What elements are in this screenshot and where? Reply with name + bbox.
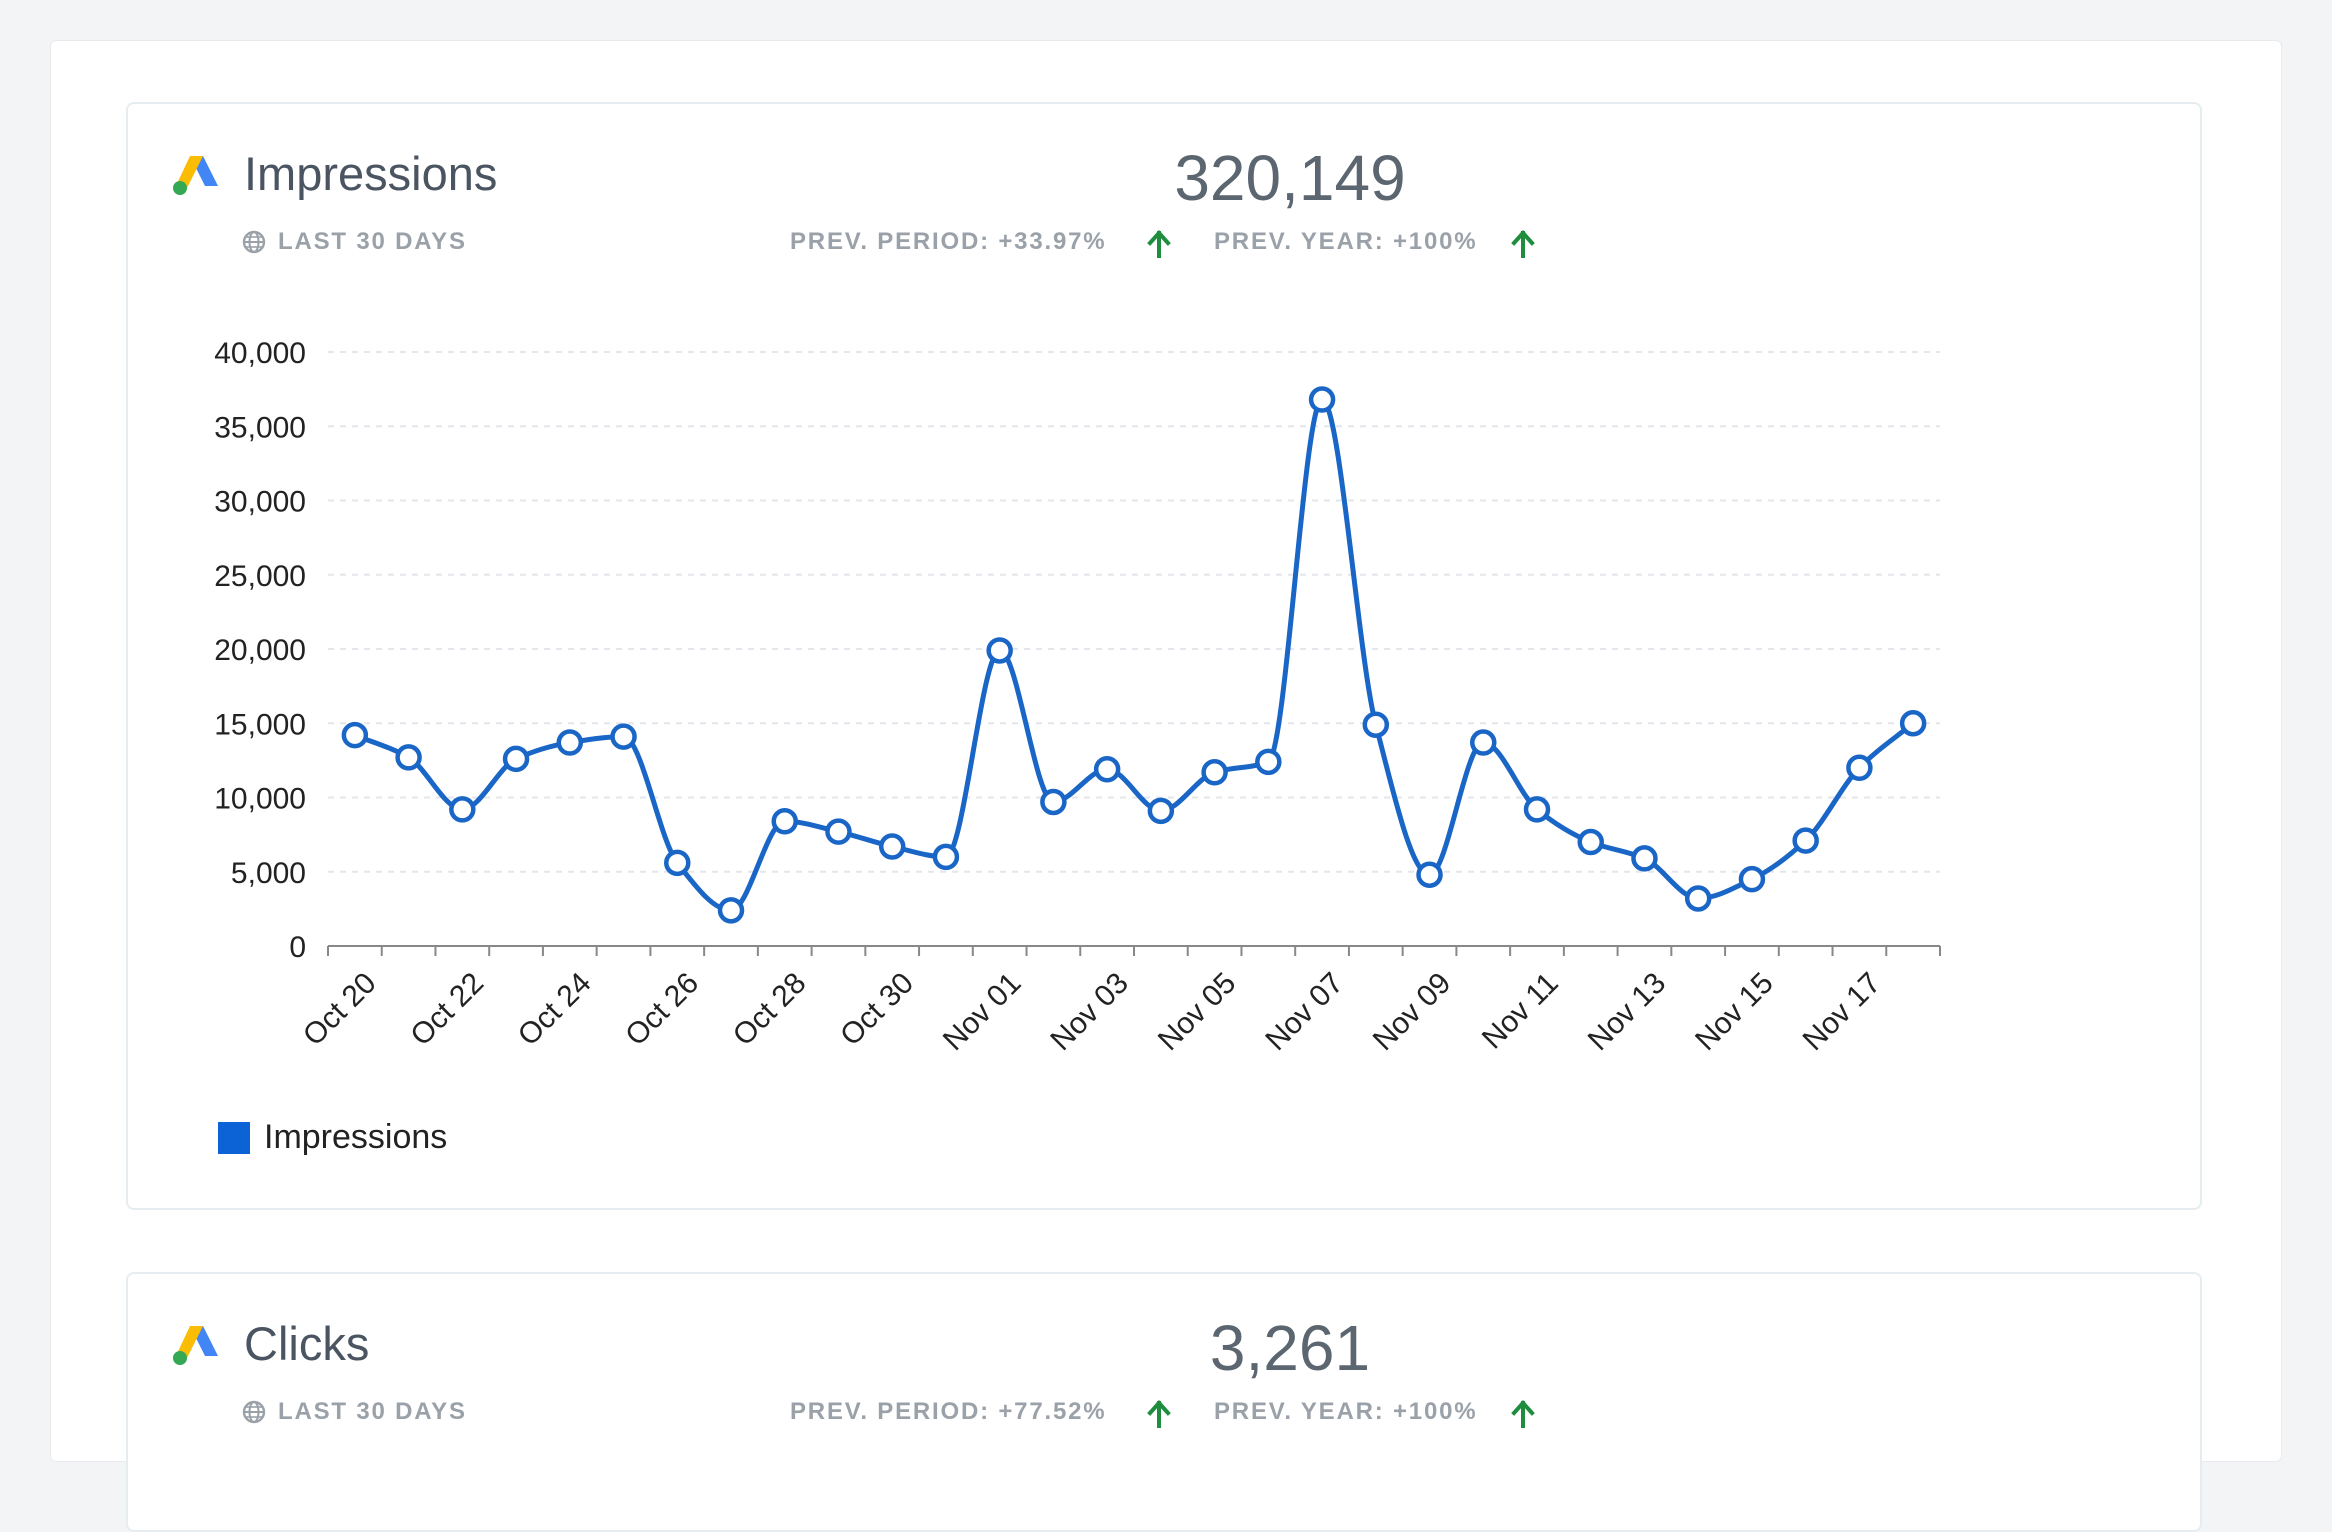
x-tick-label: Oct 28: [727, 966, 813, 1052]
data-point: [449, 796, 476, 823]
period-text: LAST 30 DAYS: [278, 228, 467, 255]
google-ads-logo-icon: [173, 156, 218, 195]
globe-icon: [242, 230, 266, 254]
card-title: Clicks: [244, 1317, 370, 1370]
data-point: [986, 637, 1013, 664]
impressions-line-chart: 0 5,000 10,000 15,000 20,000 25,000 30,000 35,0…: [214, 337, 1941, 1057]
x-tick-label: Nov 07: [1259, 966, 1350, 1057]
data-point: [1040, 788, 1067, 816]
x-tick-label: Nov 03: [1044, 966, 1135, 1057]
total-clicks: 3,261: [1209, 1312, 1371, 1384]
arrow-up-icon: [1147, 1400, 1171, 1428]
data-point: [771, 808, 798, 835]
x-tick-label: Nov 11: [1476, 966, 1565, 1055]
x-tick-label: Nov 15: [1689, 966, 1780, 1057]
arrow-up-icon: [1511, 1400, 1535, 1428]
x-tick-label: Nov 05: [1152, 966, 1243, 1057]
period-text: LAST 30 DAYS: [278, 1398, 467, 1425]
data-point: [1201, 759, 1228, 786]
data-point: [1738, 865, 1766, 893]
data-point: [610, 723, 637, 750]
y-tick-label: 15,000: [214, 708, 306, 741]
x-tick-label: Oct 22: [404, 966, 490, 1052]
prev-period-change: PREV. PERIOD: +33.97%: [790, 228, 1107, 255]
y-tick-label: 35,000: [214, 411, 306, 444]
data-point: [664, 849, 691, 877]
x-tick-label: Oct 30: [834, 966, 920, 1052]
data-point: [502, 745, 530, 773]
y-tick-label: 40,000: [214, 337, 306, 370]
x-tick-label: Nov 17: [1797, 966, 1888, 1057]
data-point: [1631, 845, 1658, 872]
data-point: [1093, 756, 1121, 783]
globe-icon: [242, 1400, 266, 1424]
y-tick-label: 10,000: [214, 783, 306, 816]
data-point: [1147, 797, 1175, 825]
x-tick-label: Nov 13: [1582, 966, 1673, 1057]
data-point: [878, 833, 906, 860]
clicks-card: Clicks LAST 30 DAYS 3,261 PREV. PERIOD: …: [126, 1272, 2202, 1532]
data-point: [1899, 710, 1927, 737]
x-tick-label: Nov 01: [937, 966, 1028, 1057]
data-point: [1846, 754, 1873, 782]
data-point: [932, 843, 960, 871]
series-line-impressions: [353, 397, 1915, 913]
chart-legend[interactable]: Impressions: [218, 1118, 447, 1157]
data-point: [717, 897, 745, 924]
data-point: [395, 744, 422, 771]
y-tick-label: 30,000: [214, 486, 306, 519]
data-point: [1416, 861, 1443, 888]
data-point: [1255, 748, 1282, 776]
data-point: [1684, 885, 1712, 912]
arrow-up-icon: [1511, 230, 1535, 258]
y-tick-label: 20,000: [214, 634, 306, 667]
legend-swatch: [218, 1121, 250, 1154]
data-point: [825, 818, 852, 845]
data-point: [556, 729, 584, 756]
data-point: [1308, 386, 1336, 413]
data-point: [1523, 796, 1551, 823]
data-point: [1792, 827, 1819, 854]
card-title: Impressions: [244, 147, 498, 200]
data-point: [1577, 828, 1604, 856]
arrow-up-icon: [1147, 230, 1171, 258]
prev-period-change: PREV. PERIOD: +77.52%: [790, 1398, 1107, 1425]
data-point: [1470, 729, 1497, 756]
prev-year-change: PREV. YEAR: +100%: [1214, 1398, 1478, 1425]
total-impressions: 320,149: [1174, 142, 1406, 214]
x-tick-label: Oct 20: [297, 966, 383, 1052]
x-tick-label: Oct 26: [619, 966, 705, 1052]
y-tick-label: 0: [289, 931, 306, 964]
y-tick-label: 25,000: [214, 560, 306, 593]
legend-label: Impressions: [264, 1118, 448, 1156]
y-tick-label: 5,000: [231, 857, 306, 890]
prev-year-change: PREV. YEAR: +100%: [1214, 228, 1478, 255]
x-tick-label: Nov 09: [1367, 966, 1458, 1057]
x-tick-label: Oct 24: [512, 966, 598, 1052]
google-ads-logo-icon: [173, 1326, 218, 1365]
data-point: [341, 721, 369, 749]
period-label: LAST 30 DAYS: [242, 1400, 467, 1424]
period-label: LAST 30 DAYS: [242, 230, 467, 254]
data-point: [1362, 711, 1390, 738]
impressions-card: Impressions LAST 30 DAYS 320,149 PREV. P…: [126, 102, 2202, 1210]
